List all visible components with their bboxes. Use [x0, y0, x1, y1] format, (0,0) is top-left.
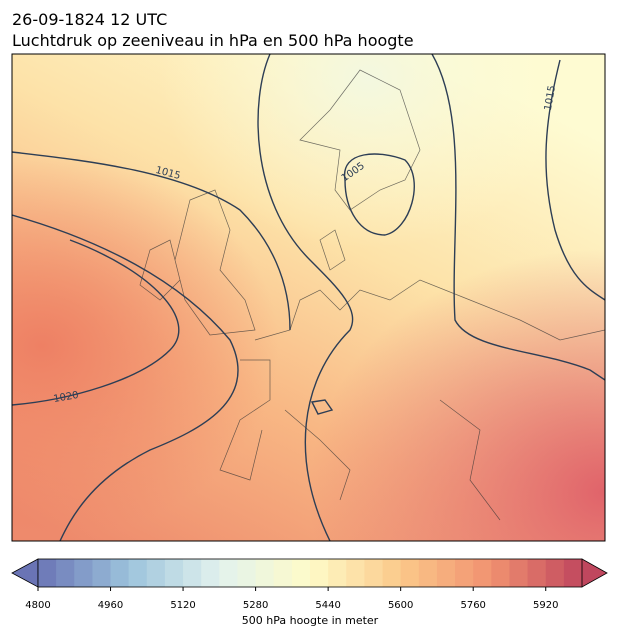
colorbar-segment: [563, 559, 583, 587]
title: 26-09-1824 12 UTC: [12, 10, 167, 29]
colorbar-segment: [382, 559, 402, 587]
colorbar-tick-label: 4960: [98, 600, 123, 611]
colorbar-tick-label: 5280: [243, 600, 268, 611]
subtitle: Luchtdruk op zeeniveau in hPa en 500 hPa…: [12, 31, 414, 50]
colorbar-segment: [110, 559, 130, 587]
colorbar-tick-label: 5120: [170, 600, 195, 611]
colorbar-segment: [92, 559, 112, 587]
colorbar-segment: [183, 559, 202, 587]
colorbar-segment: [56, 559, 75, 587]
colorbar-segment: [38, 559, 57, 587]
colorbar-frame: [37, 558, 583, 588]
colorbar-segment: [328, 559, 347, 587]
colorbar-segment: [219, 559, 238, 587]
colorbar-segment: [128, 559, 148, 587]
colorbar-label: 500 hPa hoogte in meter: [242, 614, 379, 627]
isobar-label: 1015: [543, 85, 558, 112]
colorbar-segment: [455, 559, 474, 587]
colorbar-segment: [291, 559, 311, 587]
colorbar-segment: [237, 559, 257, 587]
map-frame: [11, 53, 606, 542]
isobar-label: 1020: [53, 390, 80, 405]
colorbar: 4800 4960 5120 5280 5440 5600 5760 5920: [11, 558, 608, 611]
colorbar-segment: [491, 559, 510, 587]
colorbar-segment: [545, 559, 565, 587]
colorbar-tick-label: 5440: [315, 600, 340, 611]
colorbar-segment: [400, 559, 420, 587]
colorbar-segment: [74, 559, 93, 587]
colorbar-segment: [310, 559, 329, 587]
colorbar-tick-label: 5760: [460, 600, 485, 611]
colorbar-segment: [146, 559, 166, 587]
colorbar-segment: [418, 559, 438, 587]
colorbar-segment: [164, 559, 184, 587]
colorbar-tick-label: 4800: [25, 600, 50, 611]
colorbar-extend: [581, 558, 608, 588]
colorbar-extend: [11, 558, 39, 588]
colorbar-segment: [436, 559, 456, 587]
colorbar-segment: [346, 559, 365, 587]
colorbar-segment: [473, 559, 492, 587]
colorbar-tick-label: 5920: [533, 600, 558, 611]
colorbar-segment: [364, 559, 384, 587]
colorbar-segment: [509, 559, 529, 587]
colorbar-segment: [273, 559, 293, 587]
colorbar-segment: [201, 559, 220, 587]
colorbar-tick-label: 5600: [388, 600, 413, 611]
map: 1015 1005 1015 1020: [12, 54, 605, 541]
colorbar-segment: [527, 559, 547, 587]
colorbar-segment: [255, 559, 275, 587]
